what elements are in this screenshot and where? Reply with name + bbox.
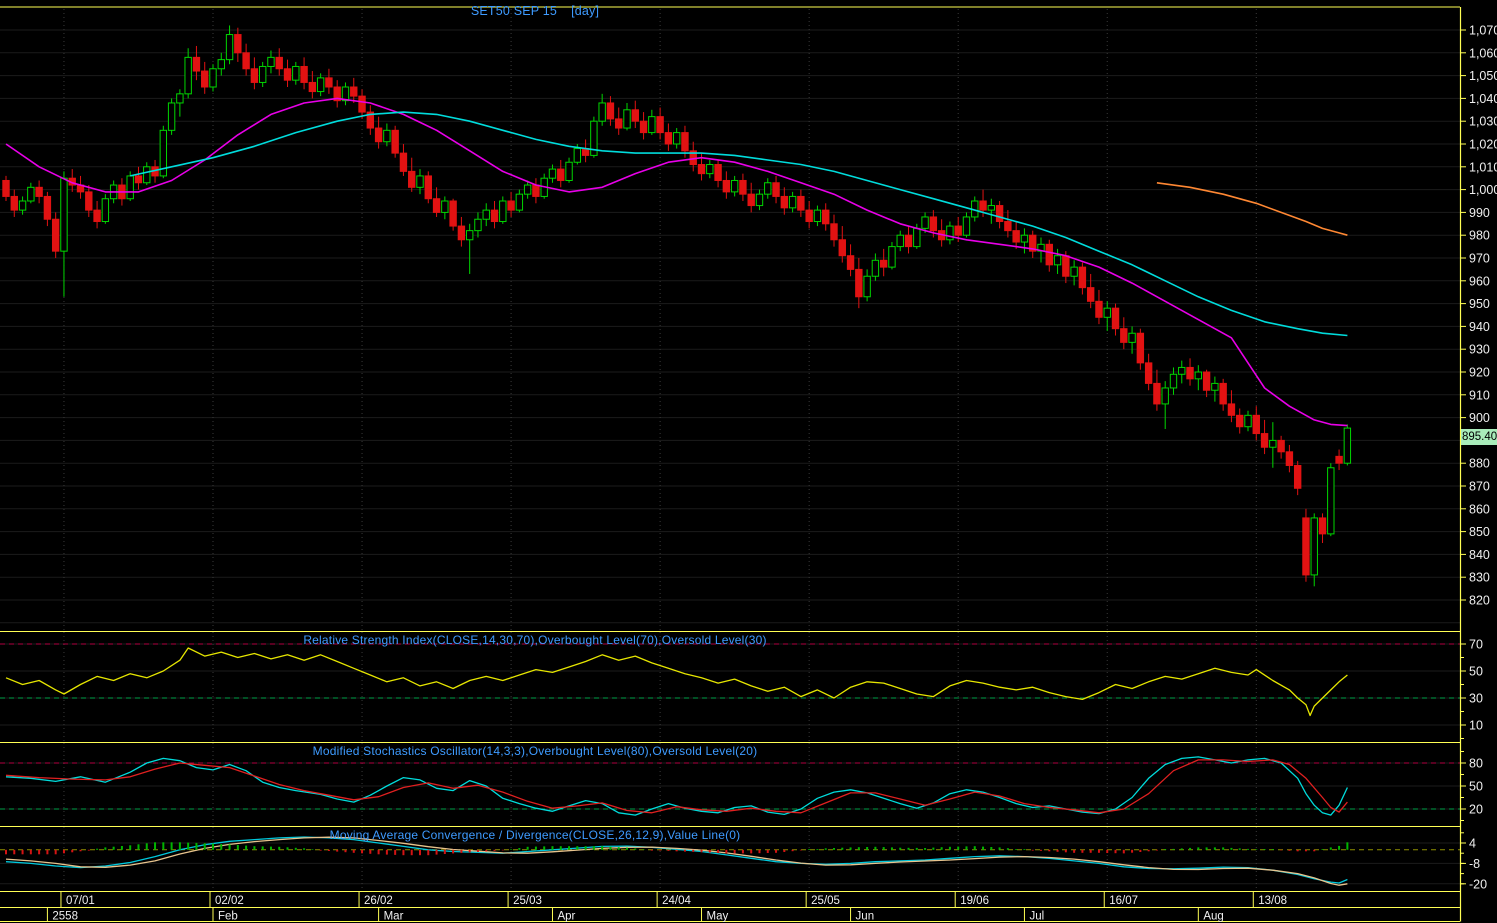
ma-slow-cyan-line <box>130 111 1348 337</box>
date-tick-label: 02/02 <box>215 895 244 907</box>
date-tick-label: 25/05 <box>811 895 840 907</box>
price-axis-label: 960 <box>1469 274 1490 288</box>
panel-separators <box>0 6 1460 922</box>
month-label: May <box>707 910 729 922</box>
price-axis-label: 1,000 <box>1469 183 1497 197</box>
price-axis-label: 990 <box>1469 206 1490 220</box>
price-axis-label: 1,060 <box>1469 46 1497 60</box>
stochastics-panel <box>0 756 1460 816</box>
macd-line <box>5 836 1348 884</box>
price-axis: 1,070 1,060 1,050 1,040 1,030 1,020 1,010 1,000… <box>1459 7 1497 922</box>
stoch-d-line <box>5 759 1348 814</box>
rsi-panel <box>0 643 1460 717</box>
month-label: Jun <box>856 910 875 922</box>
price-axis-label: 880 <box>1469 457 1490 471</box>
date-axis: 07/01 02/02 26/02 25/03 24/04 25/05 19/06 16/07… <box>46 891 1287 922</box>
price-axis-label: 940 <box>1469 320 1490 334</box>
date-tick-label: 26/02 <box>364 895 393 907</box>
price-axis-label: 870 <box>1469 480 1490 494</box>
price-axis-label: 900 <box>1469 411 1490 425</box>
month-label: Apr <box>557 910 575 922</box>
ma-long-orange-line <box>1156 182 1348 236</box>
vertical-gridlines <box>63 9 1257 891</box>
date-tick-label: 16/07 <box>1109 895 1138 907</box>
price-axis-label: 860 <box>1469 502 1490 516</box>
month-label: Aug <box>1203 910 1223 922</box>
macd-histogram <box>5 842 1349 856</box>
macd-axis-label: -8 <box>1469 857 1480 871</box>
price-axis-label: 910 <box>1469 388 1490 402</box>
date-tick-label: 13/08 <box>1258 895 1287 907</box>
moving-averages <box>5 97 1348 427</box>
month-label: Jul <box>1029 910 1044 922</box>
stoch-k-line <box>5 756 1348 816</box>
horizontal-gridlines <box>0 29 1460 885</box>
stoch-axis-label: 50 <box>1469 780 1483 794</box>
month-label: Feb <box>218 910 238 922</box>
stoch-axis-label: 80 <box>1469 757 1483 771</box>
candlestick-series <box>2 25 1352 587</box>
rsi-axis-label: 10 <box>1469 719 1483 733</box>
price-axis-label: 930 <box>1469 343 1490 357</box>
price-axis-label: 840 <box>1469 548 1490 562</box>
month-label: 2558 <box>52 910 78 922</box>
price-axis-label: 980 <box>1469 229 1490 243</box>
price-axis-label: 1,010 <box>1469 160 1497 174</box>
last-price-tag: 895.40 <box>1461 429 1497 445</box>
stoch-axis-label: 20 <box>1469 803 1483 817</box>
macd-axis-label: 4 <box>1469 837 1476 851</box>
date-tick-label: 19/06 <box>960 895 989 907</box>
date-tick-label: 07/01 <box>66 895 95 907</box>
macd-axis: 4 -8 -20 <box>1460 832 1487 891</box>
price-axis-label: 1,040 <box>1469 92 1497 106</box>
ma-fast-magenta-line <box>5 97 1348 427</box>
rsi-axis: 70 50 30 10 <box>1460 638 1483 739</box>
macd-axis-label: -20 <box>1469 877 1487 891</box>
macd-panel <box>0 836 1460 886</box>
price-axis-label: 1,050 <box>1469 69 1497 83</box>
rsi-axis-label: 50 <box>1469 665 1483 679</box>
price-axis-label: 850 <box>1469 525 1490 539</box>
price-axis-label: 820 <box>1469 594 1490 608</box>
price-axis-label: 920 <box>1469 366 1490 380</box>
date-tick-label: 24/04 <box>662 895 691 907</box>
price-axis-label: 1,070 <box>1469 24 1497 38</box>
price-axis-label: 1,020 <box>1469 138 1497 152</box>
price-axis-label: 950 <box>1469 297 1490 311</box>
stoch-axis: 80 50 20 <box>1460 750 1483 822</box>
rsi-line <box>5 647 1348 717</box>
price-axis-label: 1,030 <box>1469 115 1497 129</box>
rsi-axis-label: 30 <box>1469 692 1483 706</box>
price-axis-label: 970 <box>1469 252 1490 266</box>
price-axis-label: 830 <box>1469 571 1490 585</box>
date-tick-label: 25/03 <box>513 895 542 907</box>
rsi-axis-label: 70 <box>1469 638 1483 652</box>
month-label: Mar <box>384 910 404 922</box>
